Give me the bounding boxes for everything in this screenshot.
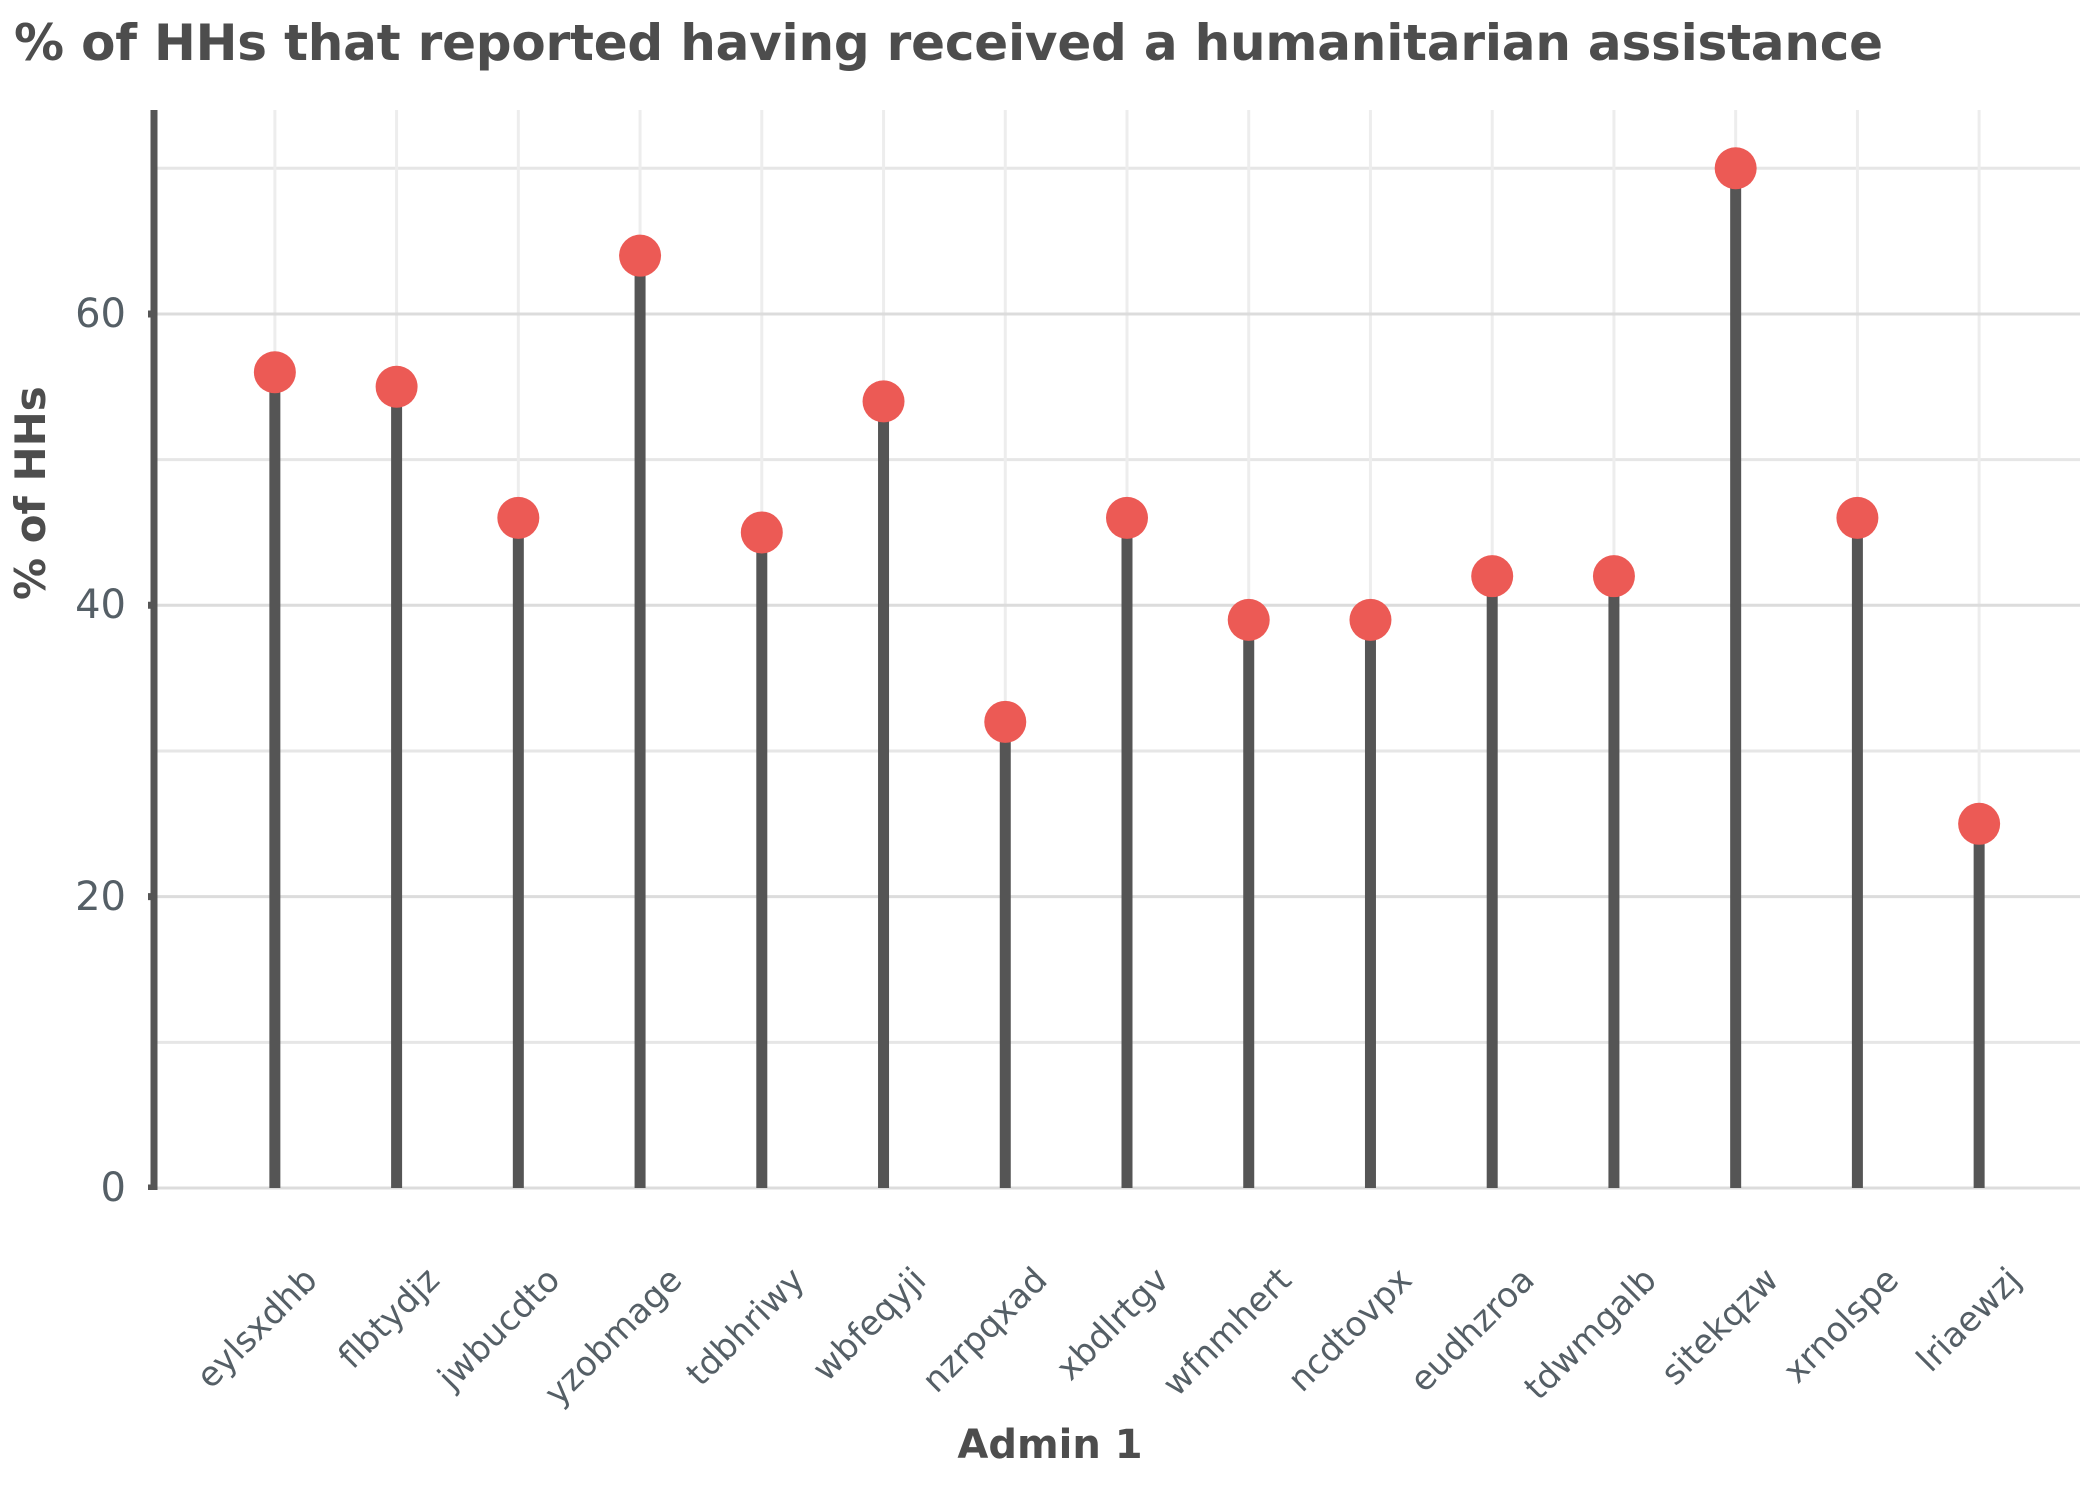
data-point-marker[interactable] <box>1227 598 1270 641</box>
data-point-marker[interactable] <box>619 234 662 277</box>
y-tick-label: 20 <box>75 873 126 920</box>
data-point-marker[interactable] <box>1349 598 1392 641</box>
axis-lines <box>150 110 158 1190</box>
x-tick-label: eylsxdhb <box>188 1260 326 1397</box>
x-tick-label: tdbhriwy <box>678 1260 813 1394</box>
x-tick-label: sitekqzw <box>1653 1260 1787 1394</box>
x-axis-title: Admin 1 <box>957 1422 1143 1468</box>
data-point-marker[interactable] <box>1471 555 1514 598</box>
data-point-marker[interactable] <box>984 700 1027 743</box>
x-tick-label: lriaewzj <box>1909 1260 2030 1381</box>
minor-gridlines <box>154 110 2080 1188</box>
data-point-markers <box>253 147 2001 845</box>
x-tick-label: flbtydjz <box>330 1260 448 1377</box>
x-tick-label: tdwmgalb <box>1516 1260 1665 1408</box>
data-point-marker[interactable] <box>375 365 418 408</box>
plot-svg <box>148 110 2080 1190</box>
data-point-marker[interactable] <box>253 351 296 394</box>
y-tick-label: 0 <box>100 1165 126 1211</box>
y-tick-label: 60 <box>75 290 126 337</box>
data-point-marker[interactable] <box>1836 496 1879 539</box>
x-tick-label: nzrpqxad <box>914 1260 1056 1401</box>
x-tick-label: wfnmhert <box>1154 1260 1300 1405</box>
y-tick-label: 40 <box>75 582 126 629</box>
x-tick-label: xbdlrtgv <box>1048 1260 1178 1389</box>
stem-lines <box>269 168 1985 1188</box>
x-tick-label: wbfeqyji <box>804 1260 934 1390</box>
y-axis-title: % of HHs <box>6 386 55 600</box>
data-point-marker[interactable] <box>497 496 540 539</box>
data-point-marker[interactable] <box>1592 555 1635 598</box>
page-title: % of HHs that reported having received a… <box>14 14 1883 72</box>
data-point-marker[interactable] <box>740 511 783 554</box>
x-tick-label: xrnolspe <box>1776 1260 1908 1392</box>
axis-tick-marks <box>148 310 154 1190</box>
plot-area: 0 20 40 60 eylsxdhb flbtydjz jwbucdto yzobmage… <box>75 110 2080 1413</box>
x-tick-label: ncdtovpx <box>1280 1260 1421 1400</box>
data-point-marker[interactable] <box>1958 802 2001 845</box>
data-point-marker[interactable] <box>1106 496 1148 539</box>
major-gridlines <box>154 312 2080 1190</box>
data-point-marker[interactable] <box>1714 147 1757 190</box>
data-point-marker[interactable] <box>862 380 905 423</box>
